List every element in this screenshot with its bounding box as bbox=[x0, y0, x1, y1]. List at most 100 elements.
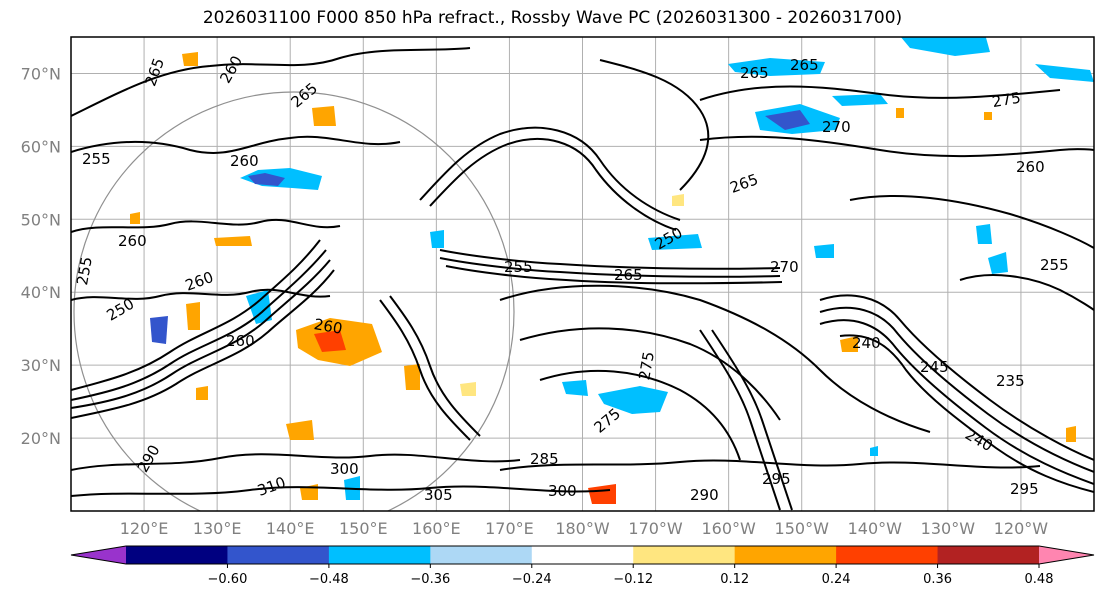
longitude-label: 150°W bbox=[775, 519, 830, 538]
contour-line bbox=[499, 284, 931, 433]
contour-label: 295 bbox=[762, 470, 791, 488]
positive-anomaly bbox=[672, 194, 684, 206]
contour-label: 235 bbox=[996, 372, 1025, 390]
map-title: 2026031100 F000 850 hPa refract., Rossby… bbox=[202, 8, 903, 28]
contour-line bbox=[71, 218, 341, 233]
longitude-label: 160°E bbox=[412, 519, 461, 538]
contour-line bbox=[699, 85, 1061, 101]
contour-line bbox=[445, 265, 783, 285]
contour-label: 275 bbox=[991, 89, 1022, 112]
contour-line bbox=[71, 288, 331, 301]
contour-line bbox=[439, 249, 781, 270]
longitude-label: 130°W bbox=[921, 519, 976, 538]
contour-line bbox=[699, 135, 1094, 158]
colorbar-segment bbox=[227, 546, 330, 564]
contour-line bbox=[71, 269, 335, 419]
negative-anomaly bbox=[900, 37, 990, 56]
positive-anomaly bbox=[840, 336, 858, 352]
contour-label: 265 bbox=[614, 266, 643, 284]
positive-anomaly bbox=[214, 236, 252, 246]
colorbar-segment bbox=[328, 546, 431, 564]
contour-label: 255 bbox=[1040, 256, 1069, 274]
colorbar-tick-label: −0.24 bbox=[512, 572, 552, 587]
colorbar-tick-label: −0.36 bbox=[410, 572, 450, 587]
contour-label: 305 bbox=[424, 486, 453, 504]
negative-anomaly bbox=[976, 224, 992, 244]
negative-anomaly bbox=[598, 386, 668, 414]
contour-label: 285 bbox=[530, 450, 559, 468]
latitude-label: 70°N bbox=[21, 64, 61, 83]
positive-anomaly bbox=[186, 302, 200, 330]
colorbar: −0.60 −0.48 −0.36 −0.24 −0.12 0.12 0.24 0.36 0.4… bbox=[70, 545, 1095, 587]
negative-anomaly bbox=[648, 234, 702, 250]
longitude-label: 120°E bbox=[120, 519, 169, 538]
negative-anomaly bbox=[430, 230, 444, 248]
contour-label: 300 bbox=[330, 460, 359, 478]
contour-line bbox=[429, 138, 677, 231]
colorbar-segment bbox=[633, 546, 736, 564]
positive-anomaly bbox=[984, 112, 992, 120]
contour-line bbox=[71, 135, 401, 154]
positive-anomaly bbox=[588, 484, 616, 504]
positive-anomaly bbox=[130, 212, 140, 224]
colorbar-under-triangle bbox=[71, 546, 126, 564]
contour-line bbox=[539, 369, 741, 461]
latitude-labels: 70°N 60°N 50°N 40°N 30°N 20°N bbox=[21, 64, 61, 448]
negative-anomaly bbox=[832, 94, 888, 106]
longitude-label: 160°W bbox=[701, 519, 756, 538]
positive-anomaly bbox=[1066, 426, 1076, 442]
shaded-anomalies bbox=[130, 37, 1094, 504]
contour-line bbox=[959, 274, 1094, 311]
contour-line bbox=[849, 194, 1094, 249]
colorbar-tick-label: 0.36 bbox=[923, 572, 952, 587]
latitude-label: 20°N bbox=[21, 429, 61, 448]
contour-label: 245 bbox=[920, 358, 949, 376]
contour-label: 240 bbox=[852, 334, 881, 352]
contour-line bbox=[819, 319, 1094, 485]
colorbar-outline bbox=[70, 545, 1095, 565]
colorbar-segment bbox=[531, 546, 634, 564]
colorbar-segment bbox=[734, 546, 837, 564]
negative-anomaly bbox=[988, 252, 1008, 274]
colorbar-tick-label: 0.48 bbox=[1025, 572, 1054, 587]
colorbar-tick-label: −0.48 bbox=[309, 572, 349, 587]
contour-label: 260 bbox=[230, 152, 259, 170]
contour-label: 260 bbox=[313, 315, 344, 338]
latitude-label: 50°N bbox=[21, 210, 61, 229]
contour-label: 270 bbox=[822, 118, 851, 136]
colorbar-segment bbox=[430, 546, 533, 564]
contour-line bbox=[499, 459, 1041, 471]
colorbar-tick-label: 0.24 bbox=[822, 572, 851, 587]
contour-line bbox=[71, 239, 321, 391]
contour-line bbox=[71, 47, 471, 117]
negative-anomaly bbox=[246, 290, 272, 324]
map-frame bbox=[70, 36, 1095, 512]
contour-label: 260 bbox=[1016, 158, 1045, 176]
contour-line bbox=[379, 299, 471, 441]
contour-label: 260 bbox=[118, 232, 147, 250]
contour-line bbox=[389, 295, 481, 437]
negative-anomaly bbox=[870, 446, 878, 456]
positive-anomaly bbox=[196, 386, 208, 400]
colorbar-segment bbox=[937, 546, 1040, 564]
contour-line bbox=[819, 306, 1094, 473]
contour-label: 300 bbox=[548, 482, 577, 500]
negative-anomaly bbox=[728, 58, 825, 76]
positive-anomaly bbox=[404, 364, 420, 390]
contour-line bbox=[71, 453, 521, 471]
positive-anomaly bbox=[314, 330, 346, 352]
contour-line bbox=[839, 334, 1094, 493]
contour-label: 255 bbox=[73, 255, 96, 286]
colorbar-tick-label: 0.12 bbox=[720, 572, 749, 587]
contour-label: 290 bbox=[690, 486, 719, 504]
contour-label: 295 bbox=[1010, 480, 1039, 498]
contour-line bbox=[419, 126, 681, 221]
latitude-label: 40°N bbox=[21, 283, 61, 302]
longitude-labels: 120°E 130°E 140°E 150°E 160°E 170°E 180°W 170°W… bbox=[120, 519, 1049, 538]
contour-label: 260 bbox=[226, 332, 255, 350]
contour-line bbox=[819, 294, 1094, 461]
colorbar-over-triangle bbox=[1039, 546, 1094, 564]
negative-anomaly bbox=[1035, 64, 1094, 82]
contour-label: 270 bbox=[770, 258, 799, 276]
